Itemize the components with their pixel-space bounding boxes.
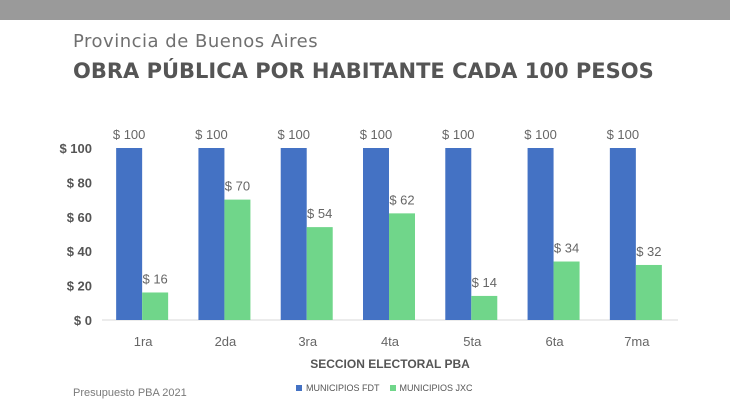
data-label-fdt: $ 100 [195,127,228,142]
data-label-jxc: $ 54 [307,206,332,221]
data-label-jxc: $ 34 [554,241,579,256]
bar-fdt [445,148,472,320]
bar-jxc [553,261,580,320]
data-label-jxc: $ 32 [636,244,661,259]
top-bar [0,0,730,20]
bar-fdt [363,148,389,320]
chart-subtitle: Provincia de Buenos Aires [73,31,319,52]
data-label-fdt: $ 100 [113,127,146,142]
chart-title: OBRA PÚBLICA POR HABITANTE CADA 100 PESO… [73,59,654,83]
y-tick-label: $ 60 [67,210,92,225]
data-label-fdt: $ 100 [607,127,640,142]
source-note: Presupuesto PBA 2021 [73,387,187,399]
x-tick-label: 6ta [546,334,565,349]
legend: MUNICIPIOS FDT MUNICIPIOS JXC [296,383,483,393]
x-axis-title: SECCION ELECTORAL PBA [310,357,470,371]
legend-label-fdt: MUNICIPIOS FDT [306,383,380,393]
bar-jxc [224,199,251,320]
bar-fdt [527,148,554,320]
data-label-jxc: $ 14 [472,275,497,290]
x-tick-label: 4ta [381,334,400,349]
data-label-jxc: $ 70 [225,179,250,194]
bar-jxc [389,213,415,320]
legend-item-fdt: MUNICIPIOS FDT [296,383,380,393]
bar-fdt [198,148,225,320]
bar-fdt [116,148,143,320]
bar-jxc [635,264,662,320]
x-tick-label: 7ma [624,334,650,349]
y-tick-label: $ 80 [67,175,92,190]
bar-jxc [306,227,333,320]
legend-swatch-fdt [296,385,302,391]
data-label-fdt: $ 100 [360,127,393,142]
legend-item-jxc: MUNICIPIOS JXC [389,383,473,393]
legend-swatch-jxc [389,385,396,391]
y-tick-label: $ 20 [67,279,92,294]
x-tick-label: 2da [215,334,237,349]
y-tick-label: $ 0 [74,313,92,328]
y-tick-label: $ 100 [59,141,92,156]
x-tick-label: 3ra [298,334,318,349]
y-tick-label: $ 40 [67,244,92,259]
bar-fdt [280,148,307,320]
data-label-jxc: $ 16 [142,271,167,286]
x-tick-label: 5ta [463,334,482,349]
bar-fdt [609,148,636,320]
data-label-fdt: $ 100 [277,127,310,142]
legend-label-jxc: MUNICIPIOS JXC [399,383,473,393]
data-label-fdt: $ 100 [442,127,475,142]
data-label-jxc: $ 62 [389,192,414,207]
bar-chart: $ 0 $ 20 $ 40 $ 60 $ 80 $ 100 $ 100 $ 16 1ra $ 10… [59,127,678,371]
bar-jxc [142,292,169,320]
x-tick-label: 1ra [134,334,154,349]
data-label-fdt: $ 100 [524,127,557,142]
bar-jxc [471,295,498,320]
